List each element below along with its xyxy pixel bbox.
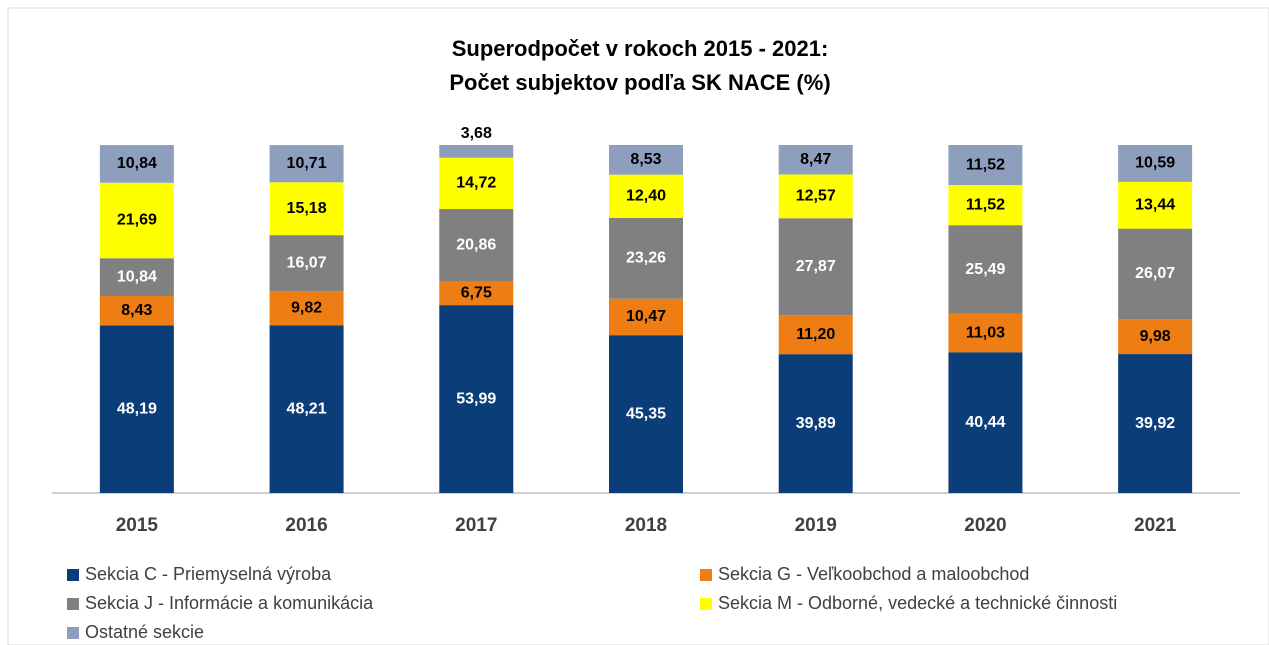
data-label: 45,35 — [626, 405, 666, 422]
data-label: 12,40 — [626, 187, 666, 204]
bar-segment — [778, 218, 853, 316]
x-tick-label: 2017 — [455, 515, 497, 536]
data-label: 11,03 — [966, 324, 1005, 341]
bar-segment — [948, 145, 1023, 186]
data-label: 48,19 — [117, 400, 157, 417]
data-label: 13,44 — [1135, 196, 1175, 213]
data-label: 8,47 — [800, 151, 831, 168]
bar-segment — [269, 325, 344, 493]
bar-segment — [778, 315, 853, 355]
chart-title: Superodpočet v rokoch 2015 - 2021: — [452, 36, 829, 61]
x-tick-label: 2016 — [285, 515, 327, 536]
x-tick-label: 2021 — [1134, 515, 1177, 536]
legend-label: Sekcia C - Priemyselná výroba — [85, 564, 332, 584]
data-label: 10,59 — [1135, 155, 1175, 172]
bar-segment — [1118, 145, 1193, 182]
bar-segment — [778, 145, 853, 175]
legend-swatch — [700, 569, 712, 581]
legend-swatch — [67, 569, 79, 581]
bar-segment — [609, 217, 683, 299]
legend-label: Sekcia J - Informácie a komunikácia — [85, 593, 374, 613]
bar-segment — [99, 145, 174, 183]
x-tick-label: 2020 — [964, 515, 1006, 536]
bar-segment — [609, 335, 683, 493]
bar-segment — [1118, 319, 1193, 355]
bar-segment — [439, 281, 514, 306]
data-label: 9,82 — [291, 299, 322, 316]
data-label: 53,99 — [456, 390, 496, 407]
data-label: 20,86 — [456, 237, 496, 254]
data-label: 10,47 — [626, 308, 666, 325]
bar-segment — [948, 185, 1023, 226]
bar-segment — [948, 352, 1023, 493]
data-label: 8,53 — [630, 151, 661, 168]
bar-segment — [609, 144, 683, 175]
data-label: 39,92 — [1135, 415, 1175, 432]
data-label: 39,89 — [796, 415, 836, 432]
data-label: 10,84 — [117, 155, 157, 172]
legend-label: Sekcia M - Odborné, vedecké a technické … — [718, 593, 1117, 613]
x-tick-label: 2018 — [625, 515, 667, 536]
data-label: 11,52 — [966, 196, 1005, 213]
data-label: 16,07 — [287, 254, 327, 271]
data-label: 10,71 — [287, 155, 327, 172]
bar-segment — [609, 174, 683, 218]
data-label: 11,52 — [966, 156, 1005, 173]
bar-segment — [439, 209, 514, 282]
data-label: 8,43 — [121, 302, 152, 319]
x-tick-label: 2019 — [795, 515, 837, 536]
legend-swatch — [67, 598, 79, 610]
bar-segment — [269, 291, 344, 326]
legend-swatch — [700, 598, 712, 610]
bar-segment — [1118, 181, 1193, 229]
bar-segment — [99, 182, 174, 259]
bar-segment — [609, 298, 683, 336]
data-label: 3,68 — [461, 125, 492, 142]
data-label: 40,44 — [965, 414, 1005, 431]
data-label: 14,72 — [456, 175, 496, 192]
data-label: 21,69 — [117, 212, 157, 229]
data-label: 26,07 — [1135, 265, 1175, 282]
bar-segment — [269, 145, 344, 183]
data-label: 25,49 — [965, 261, 1005, 278]
bar-segment — [439, 157, 514, 210]
legend-label: Ostatné sekcie — [85, 622, 204, 642]
bar-segment — [1118, 354, 1193, 493]
legend-label: Sekcia G - Veľkoobchod a maloobchod — [718, 564, 1029, 584]
bar-segment — [439, 305, 514, 493]
bar-segment — [948, 313, 1023, 353]
chart-title: Počet subjektov podľa SK NACE (%) — [449, 70, 830, 95]
data-label: 23,26 — [626, 249, 666, 266]
bar-segment — [99, 258, 174, 296]
bar-segment — [99, 325, 174, 493]
data-label: 48,21 — [287, 400, 327, 417]
data-label: 9,98 — [1140, 328, 1171, 345]
data-label: 15,18 — [287, 200, 327, 217]
bar-segment — [948, 225, 1023, 314]
bar-segment — [269, 235, 344, 292]
data-label: 11,20 — [796, 326, 835, 343]
x-tick-label: 2015 — [116, 515, 159, 536]
bar-segment — [99, 295, 174, 326]
data-label: 12,57 — [796, 188, 836, 205]
data-label: 10,84 — [117, 268, 157, 285]
data-label: 27,87 — [796, 258, 836, 275]
data-label: 6,75 — [461, 285, 492, 302]
bar-segment — [778, 354, 853, 493]
bar-segment — [269, 182, 344, 236]
bar-segment — [778, 174, 853, 219]
bar-segment — [439, 145, 514, 158]
bar-segment — [1118, 228, 1193, 320]
legend-swatch — [67, 627, 79, 639]
